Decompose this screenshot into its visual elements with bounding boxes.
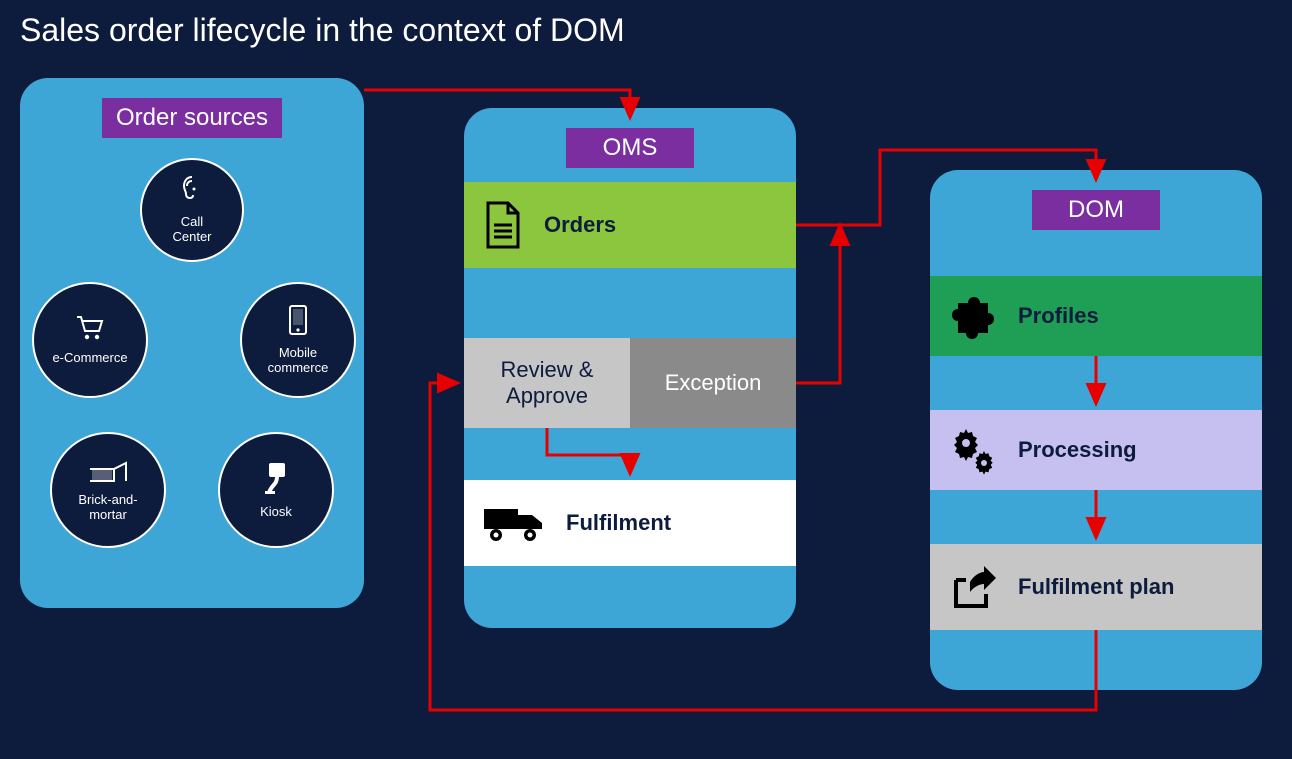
source-label: CallCenter: [172, 215, 211, 245]
source-mobile: Mobilecommerce: [240, 282, 356, 398]
row-exception: Exception: [630, 338, 796, 428]
puzzle-icon: [948, 291, 998, 341]
row-label: Exception: [665, 370, 762, 396]
row-label: Fulfilment plan: [1018, 574, 1174, 600]
doc-icon: [482, 199, 524, 251]
kiosk-icon: [263, 461, 289, 505]
badge-oms: OMS: [566, 128, 694, 168]
row-label: Orders: [544, 212, 616, 238]
source-label: Mobilecommerce: [268, 346, 329, 376]
ear-icon: [179, 175, 205, 215]
row-review: Review &Approve: [464, 338, 630, 428]
row-profiles: Profiles: [930, 276, 1262, 356]
row-label: Fulfilment: [566, 510, 671, 536]
truck-icon: [482, 503, 546, 543]
source-label: Kiosk: [260, 505, 292, 520]
row-fulfilment-plan: Fulfilment plan: [930, 544, 1262, 630]
row-label: Review &Approve: [501, 357, 594, 409]
source-kiosk: Kiosk: [218, 432, 334, 548]
row-orders: Orders: [464, 182, 796, 268]
source-ecommerce: e-Commerce: [32, 282, 148, 398]
row-fulfilment: Fulfilment: [464, 480, 796, 566]
cart-icon: [75, 315, 105, 351]
row-processing: Processing: [930, 410, 1262, 490]
badge-dom: DOM: [1032, 190, 1160, 230]
source-brick: Brick-and-mortar: [50, 432, 166, 548]
source-label: Brick-and-mortar: [78, 493, 137, 523]
store-icon: [88, 457, 128, 493]
page-title: Sales order lifecycle in the context of …: [20, 12, 625, 49]
share-icon: [948, 562, 998, 612]
source-label: e-Commerce: [52, 351, 127, 366]
row-label: Profiles: [1018, 303, 1099, 329]
badge-order-sources: Order sources: [102, 98, 282, 138]
gears-icon: [948, 425, 998, 475]
phone-icon: [288, 304, 308, 346]
row-label: Processing: [1018, 437, 1137, 463]
source-call-center: CallCenter: [140, 158, 244, 262]
